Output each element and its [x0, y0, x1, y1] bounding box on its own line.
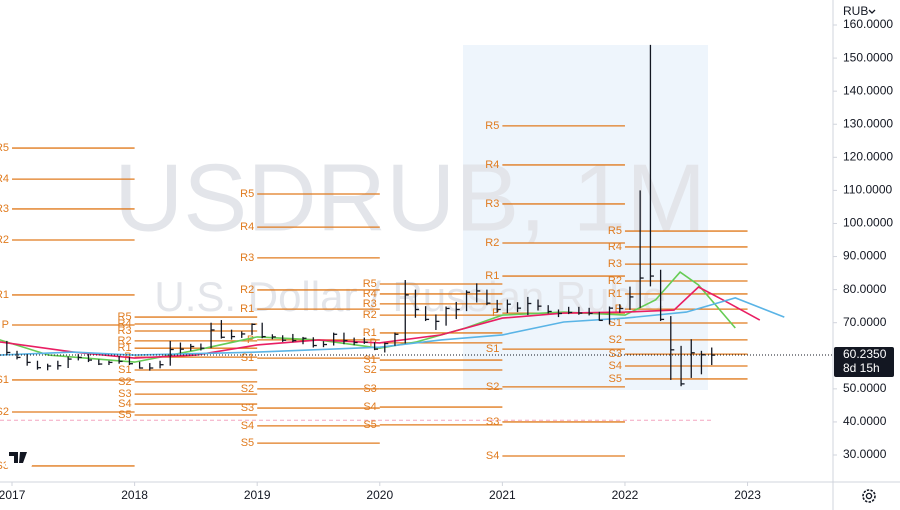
pivot-label: S2: [363, 364, 376, 376]
pivot-label: R4: [485, 159, 499, 171]
pivot-label: R1: [485, 270, 499, 282]
x-tick-label: 2017: [0, 488, 26, 502]
y-tick-label: 130.0000: [843, 116, 893, 130]
pivot-label: R5: [363, 278, 377, 290]
pivot-label: S4: [486, 450, 499, 462]
pivot-label: S1: [241, 352, 254, 364]
pivot-label: R3: [363, 298, 377, 310]
last-price-label: 60.2350: [843, 347, 887, 361]
countdown: 8d 15h: [843, 361, 880, 375]
x-tick-label: 2022: [612, 488, 639, 502]
pivot-label: R3: [608, 258, 622, 270]
pivot-label: R4: [0, 173, 9, 185]
y-tick-label: 90.0000: [843, 249, 887, 263]
pivot-label: R4: [608, 241, 622, 253]
settings-gear[interactable]: [862, 489, 876, 503]
pivot-label: R1: [0, 289, 9, 301]
pivot-label: S1: [363, 354, 376, 366]
pivot-label: R3: [118, 325, 132, 337]
pivot-label: R4: [240, 221, 254, 233]
pivot-label: R5: [0, 142, 9, 154]
y-tick-label: 30.0000: [843, 447, 887, 461]
x-tick-label: 2019: [244, 488, 271, 502]
pivot-label: P: [492, 307, 499, 319]
pivot-label: S1: [0, 374, 9, 386]
y-tick-label: 140.0000: [843, 83, 893, 97]
y-tick-label: 50.0000: [843, 381, 887, 395]
pivot-label: S5: [608, 373, 621, 385]
pivot-label: S1: [118, 364, 131, 376]
pivot-label: S4: [118, 398, 131, 410]
pivot-label: R5: [608, 225, 622, 237]
pivot-label: R3: [240, 252, 254, 264]
pivot-label: R1: [240, 303, 254, 315]
pivot-label: R3: [0, 203, 9, 215]
y-tick-label: 100.0000: [843, 216, 893, 230]
plot-area: R5R4R3R2R1PS1S2S3R5R4R3R2R1PS1S2S3S4S5R5…: [0, 44, 785, 472]
pivot-label: R5: [118, 311, 132, 323]
pivot-label: S3: [0, 460, 9, 472]
y-tick-label: 80.0000: [843, 282, 887, 296]
pivot-label: S3: [118, 388, 131, 400]
pivot-label: S5: [363, 419, 376, 431]
pivot-label: S3: [608, 348, 621, 360]
pivot-label: R5: [485, 120, 499, 132]
pivot-label: S2: [486, 381, 499, 393]
pivot-label: S5: [118, 409, 131, 421]
pivot-label: R4: [363, 288, 377, 300]
y-tick-label: 40.0000: [843, 414, 887, 428]
pivot-label: S4: [241, 420, 254, 432]
currency[interactable]: RUB: [843, 4, 868, 18]
pivot-label: S3: [486, 416, 499, 428]
pivot-label: R1: [118, 342, 132, 354]
pivot-label: R5: [240, 188, 254, 200]
chevron[interactable]: [868, 9, 876, 14]
pivot-label: S2: [241, 383, 254, 395]
pivot-label: S2: [0, 406, 9, 418]
pivot-label: R4: [118, 318, 132, 330]
moving-average: [0, 286, 761, 359]
pivot-label: S2: [608, 334, 621, 346]
pivot-label: S5: [241, 437, 254, 449]
y-tick-label: 150.0000: [843, 50, 893, 64]
pivot-label: S1: [486, 343, 499, 355]
logo: [6, 446, 32, 468]
pivot-label: S4: [608, 360, 621, 372]
pivot-label: R2: [118, 335, 132, 347]
x-tick-label: 2023: [734, 488, 761, 502]
pivot-label: R2: [0, 234, 9, 246]
highlight-region: [463, 45, 708, 390]
x-tick-label: 2021: [489, 488, 516, 502]
pivot-label: R2: [240, 284, 254, 296]
x-tick-label: 2020: [366, 488, 393, 502]
pivot-label: R1: [608, 288, 622, 300]
pivot-label: S2: [118, 376, 131, 388]
pivot-label: R3: [485, 198, 499, 210]
pivot-label: S3: [363, 383, 376, 395]
pivot-label: R2: [608, 275, 622, 287]
y-tick-label: 70.0000: [843, 315, 887, 329]
pivot-label: S1: [608, 317, 621, 329]
y-tick-label: 110.0000: [843, 183, 892, 197]
pivot-label: S3: [241, 402, 254, 414]
y-tick-label: 120.0000: [843, 149, 893, 163]
pivot-label: S4: [363, 401, 376, 413]
pivot-label: P: [247, 334, 254, 346]
x-tick-label: 2018: [121, 488, 148, 502]
watermark: USDRUB, 1M: [114, 144, 706, 251]
pivot-label: R1: [363, 327, 377, 339]
y-tick-label: 160.0000: [843, 17, 893, 31]
pivot-label: R2: [485, 237, 499, 249]
moving-average: [0, 297, 785, 356]
pivot-label: P: [2, 319, 9, 331]
pivot-label: P: [615, 303, 622, 315]
last-price-box: [834, 347, 894, 378]
currency-selector[interactable]: RUB: [843, 4, 876, 18]
pivot-label: R2: [363, 309, 377, 321]
